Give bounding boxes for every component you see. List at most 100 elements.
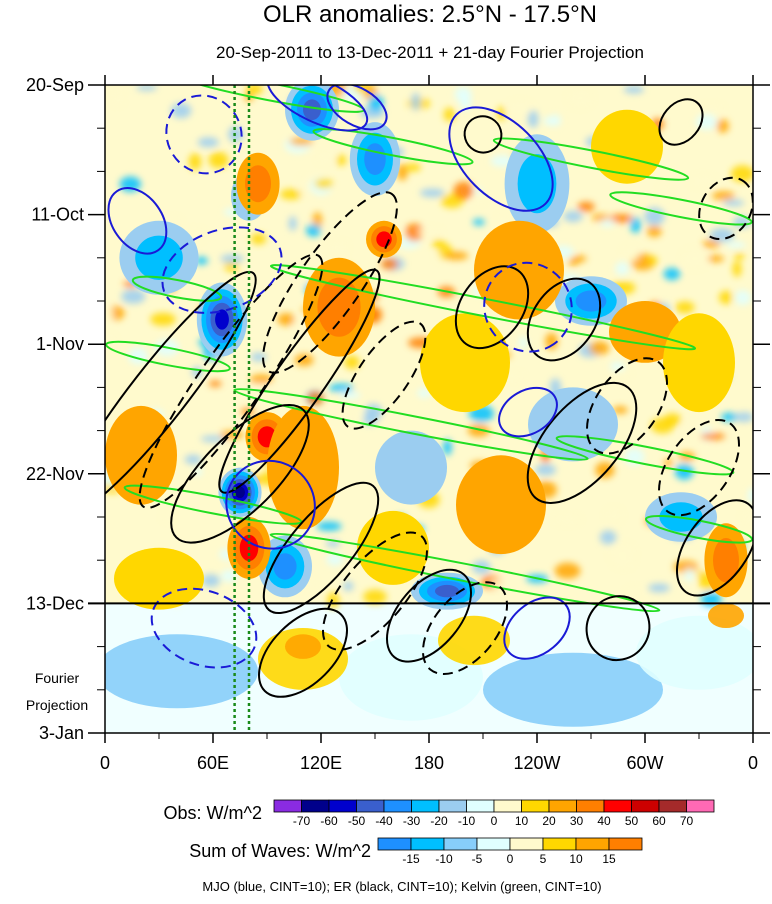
- obs-texture-patch: [663, 267, 681, 281]
- obs-texture-patch: [615, 261, 630, 276]
- obs-texture-patch: [417, 388, 432, 398]
- obs-texture-patch: [306, 224, 321, 237]
- obs-anomaly-blob: [575, 290, 607, 312]
- waves-colorbar-swatch: [542, 837, 577, 851]
- obs-texture-patch: [280, 189, 302, 200]
- obs-texture-patch: [343, 581, 354, 591]
- mjo-contours: [107, 85, 573, 669]
- obs-texture-patch: [730, 165, 753, 183]
- er-contour: [421, 581, 509, 675]
- obs-texture-patch: [170, 103, 192, 119]
- obs-texture-patch: [555, 516, 580, 523]
- waves-colorbar-label: Sum of Waves: W/m^2: [189, 841, 371, 861]
- obs-texture-patch: [682, 250, 708, 268]
- obs-texture-patch: [397, 164, 408, 181]
- kelvin-contour: [269, 532, 661, 613]
- obs-texture-patch: [188, 153, 202, 171]
- waves-colorbar-level-label: -5: [472, 852, 483, 866]
- obs-texture-patch: [208, 151, 229, 169]
- obs-texture-patch: [664, 459, 673, 467]
- obs-texture-patch: [299, 177, 309, 195]
- obs-texture-patch: [721, 412, 738, 422]
- obs-colorbar-level-label: 50: [625, 814, 639, 828]
- obs-texture-patch: [716, 119, 729, 133]
- waves-colorbar-swatch: [575, 837, 610, 851]
- obs-texture-patch: [336, 154, 347, 166]
- obs-texture-patch: [684, 567, 694, 582]
- waves-colorbar-swatch: [476, 837, 511, 851]
- obs-texture-patch: [709, 228, 735, 243]
- mjo-contour: [107, 187, 168, 255]
- obs-colorbar-level-label: 20: [542, 814, 556, 828]
- obs-texture-patch: [734, 412, 753, 422]
- reference-lines: [233, 85, 251, 733]
- chart-title: OLR anomalies: 2.5°N - 17.5°N: [263, 1, 597, 28]
- obs-texture-patch: [606, 509, 621, 521]
- er-contour: [526, 277, 602, 362]
- obs-texture-patch: [648, 583, 670, 593]
- x-tick-label: 0: [748, 753, 758, 773]
- obs-colorbar-swatch: [383, 799, 412, 813]
- obs-texture-patch: [734, 290, 752, 306]
- obs-texture-patch: [554, 562, 581, 579]
- obs-anomaly-blob: [663, 313, 735, 413]
- obs-texture-patch: [417, 228, 441, 237]
- wave-sum-blob: [483, 652, 663, 727]
- obs-colorbar-swatch: [548, 799, 577, 813]
- obs-texture-patch: [571, 255, 587, 263]
- mjo-contour: [266, 85, 369, 132]
- obs-texture-patch: [545, 332, 558, 350]
- x-tick-label: 120E: [300, 753, 342, 773]
- obs-colorbar-level-label: 70: [680, 814, 694, 828]
- obs-colorbar-swatch: [411, 799, 440, 813]
- obs-anomaly-blob: [435, 584, 459, 598]
- waves-colorbar-swatch: [410, 837, 445, 851]
- projection-label-line1: Fourier: [35, 670, 80, 686]
- obs-texture-patch: [328, 242, 347, 254]
- obs-texture-patch: [121, 289, 146, 304]
- obs-texture-patch: [220, 569, 237, 583]
- obs-anomaly-blob: [245, 165, 271, 203]
- mjo-contour: [498, 386, 558, 438]
- obs-colorbar-swatch: [658, 799, 687, 813]
- obs-texture-patch: [577, 201, 595, 212]
- er-contour: [658, 98, 704, 146]
- obs-colorbar-level-label: 60: [652, 814, 666, 828]
- obs-anomaly-blob: [357, 510, 429, 585]
- obs-texture-patch: [627, 588, 640, 600]
- kelvin-contour: [131, 275, 223, 302]
- obs-colorbar-swatch: [521, 799, 550, 813]
- plot-area: [105, 85, 753, 733]
- obs-colorbar-swatch: [466, 799, 495, 813]
- waves-colorbar-swatch: [608, 837, 643, 851]
- waves-colorbar-swatch: [443, 837, 478, 851]
- obs-texture-patch: [420, 188, 445, 198]
- kelvin-contour: [105, 340, 231, 373]
- obs-texture-patch: [184, 454, 202, 465]
- y-tick-label: 13-Dec: [26, 593, 84, 613]
- obs-anomaly-blob: [317, 277, 361, 337]
- obs-texture-patch: [623, 247, 639, 262]
- obs-texture-patch: [453, 181, 474, 200]
- obs-colorbar-level-label: 40: [597, 814, 611, 828]
- obs-colorbar-swatch: [686, 799, 715, 813]
- obs-texture-patch: [726, 241, 746, 249]
- obs-texture-patch: [220, 254, 244, 263]
- obs-texture-patch: [743, 510, 753, 525]
- kelvin-contour: [555, 435, 735, 476]
- obs-texture-patch: [113, 90, 123, 105]
- obs-texture-patch: [314, 178, 333, 189]
- obs-texture-patch: [569, 89, 592, 107]
- obs-texture-patch: [682, 421, 694, 438]
- obs-texture-patch: [326, 552, 344, 566]
- obs-texture-patch: [339, 391, 361, 400]
- obs-anomaly-blob: [591, 109, 663, 184]
- obs-texture-patch: [600, 219, 615, 228]
- obs-texture-patch: [201, 574, 220, 587]
- obs-anomaly-blob: [105, 405, 177, 505]
- obs-texture-patch: [163, 514, 172, 521]
- obs-colorbar-swatch: [438, 799, 467, 813]
- waves-colorbar: -15 -10 -5 0 5 10 15: [377, 837, 643, 866]
- obs-texture-patch: [363, 589, 387, 605]
- obs-texture-patch: [277, 313, 295, 326]
